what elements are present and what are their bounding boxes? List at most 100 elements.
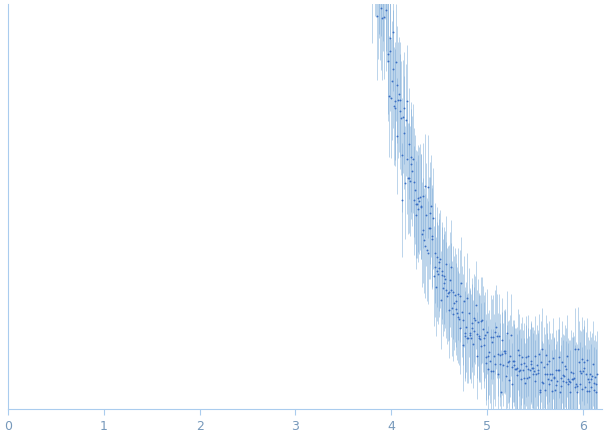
Point [584,388,593,395]
Point [465,331,475,338]
Point [590,387,599,394]
Point [486,333,496,340]
Point [441,261,451,268]
Point [464,309,474,316]
Point [458,342,468,349]
Point [590,374,600,381]
Point [514,367,524,374]
Point [391,59,401,66]
Point [466,335,476,342]
Point [401,117,411,124]
Point [573,346,583,353]
Point [578,368,588,375]
Point [405,177,415,184]
Point [502,329,511,336]
Point [469,314,479,321]
Point [453,313,463,320]
Point [493,351,503,358]
Point [505,352,515,359]
Point [415,194,425,201]
Point [416,203,425,210]
Point [547,370,556,377]
Point [512,364,522,371]
Point [477,343,487,350]
Point [586,376,596,383]
Point [550,386,560,393]
Point [516,375,526,382]
Point [379,14,389,21]
Point [406,153,416,160]
Point [413,205,422,212]
Point [461,332,470,339]
Point [513,346,523,353]
Point [426,202,436,209]
Point [489,353,499,360]
Point [493,370,502,377]
Point [556,375,565,382]
Point [491,361,501,368]
Point [473,319,483,326]
Point [577,356,587,363]
Point [558,378,568,385]
Point [507,381,517,388]
Point [414,195,424,202]
Point [521,362,530,369]
Point [544,381,553,388]
Point [485,357,494,364]
Point [395,96,404,103]
Point [519,375,529,382]
Point [528,370,538,377]
Point [515,367,525,374]
Point [591,381,601,388]
Point [446,264,456,271]
Point [448,289,458,296]
Point [521,353,531,360]
Point [407,167,417,174]
Point [547,387,557,394]
Point [427,232,436,239]
Point [479,342,488,349]
Point [439,279,448,286]
Point [408,179,418,186]
Point [578,386,587,393]
Point [543,376,553,383]
Point [402,155,412,162]
Point [410,186,420,193]
Point [507,363,516,370]
Point [509,362,519,369]
Point [420,183,430,190]
Point [484,349,494,356]
Point [533,370,543,377]
Point [445,276,455,283]
Point [541,386,550,393]
Point [497,350,507,357]
Point [546,376,556,383]
Point [498,361,508,368]
Point [534,386,544,393]
Point [382,0,391,5]
Point [516,361,525,368]
Point [492,333,502,340]
Point [518,354,527,361]
Point [377,14,387,21]
Point [397,152,407,159]
Point [402,97,411,104]
Point [510,365,520,372]
Point [389,102,399,109]
Point [496,361,505,368]
Point [425,209,435,216]
Point [462,335,472,342]
Point [550,375,559,382]
Point [579,359,589,366]
Point [576,369,586,376]
Point [483,352,493,359]
Point [551,367,561,374]
Point [570,346,579,353]
Point [487,368,496,375]
Point [579,365,588,372]
Point [432,253,442,260]
Point [541,352,551,359]
Point [587,383,596,390]
Point [571,380,581,387]
Point [533,367,542,374]
